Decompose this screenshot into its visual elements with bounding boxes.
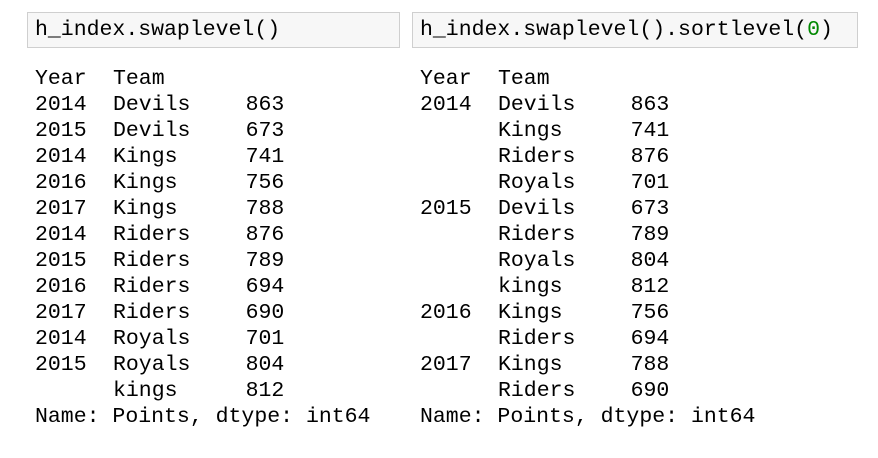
series-cell: 2017	[35, 301, 87, 325]
series-cell: Devils	[113, 93, 191, 117]
code-cell[interactable]: h_index.swaplevel().sortlevel(0)	[412, 12, 858, 48]
series-cell: 741	[630, 119, 670, 143]
series-cell: Kings	[498, 353, 563, 377]
output: Year Team 2014 Devils 863 2015 Devils 673 2014 Ki…	[35, 66, 475, 446]
series-cell: 756	[630, 301, 670, 325]
series-cell: 789	[630, 223, 670, 247]
series-cell: Kings	[113, 197, 178, 221]
series-cell: 2017	[35, 197, 87, 221]
series-cell: 788	[245, 197, 285, 221]
series-cell: Kings	[113, 145, 178, 169]
series-cell: 2015	[35, 353, 87, 377]
series-cell: 690	[245, 301, 285, 325]
series-cell: 2014	[35, 327, 87, 351]
series-cell: 2015	[420, 197, 472, 221]
series-cell: 804	[630, 249, 670, 273]
series-cell: 2014	[35, 93, 87, 117]
series-cell: Riders	[113, 301, 191, 325]
series-cell: Riders	[498, 327, 576, 351]
series-cell: Kings	[498, 119, 563, 143]
series-cell: Kings	[498, 301, 563, 325]
series-cell: Devils	[113, 119, 191, 143]
series-cell: Riders	[498, 379, 576, 403]
index-header: Team	[113, 67, 165, 91]
series-cell: 876	[630, 145, 670, 169]
series-cell: 701	[630, 171, 670, 195]
series-cell: Devils	[498, 197, 576, 221]
series-cell: 876	[245, 223, 285, 247]
series-cell: 804	[245, 353, 285, 377]
series-footer: Name: Points, dtype: int64	[35, 405, 371, 429]
series-cell: 2016	[35, 171, 87, 195]
series-cell: Riders	[113, 275, 191, 299]
series-cell: 2014	[35, 145, 87, 169]
code-token: )	[819, 18, 833, 42]
index-header: Year	[420, 67, 472, 91]
series-footer: Name: Points, dtype: int64	[420, 405, 756, 429]
code-token: 0	[807, 18, 820, 42]
series-cell: Riders	[113, 223, 191, 247]
series-cell: 863	[630, 93, 670, 117]
series-cell: 741	[245, 145, 285, 169]
series-cell: 812	[245, 379, 285, 403]
series-cell: Kings	[113, 171, 178, 195]
series-cell: 788	[630, 353, 670, 377]
series-cell: 694	[630, 327, 670, 351]
series-cell: Royals	[498, 249, 576, 273]
series-cell: 701	[245, 327, 285, 351]
output: Year Team 2014 Devils 863 Kings 741 Riders 876 Ro…	[420, 66, 860, 446]
series-cell: 694	[245, 275, 285, 299]
series-cell: 863	[245, 93, 285, 117]
series-cell: 812	[630, 275, 670, 299]
series-cell: kings	[113, 379, 178, 403]
series-cell: Royals	[113, 353, 191, 377]
series-cell: 2015	[35, 249, 87, 273]
series-cell: 2016	[35, 275, 87, 299]
series-cell: 789	[245, 249, 285, 273]
series-cell: 673	[630, 197, 670, 221]
code-cell[interactable]: h_index.swaplevel()	[27, 12, 400, 48]
series-cell: Royals	[498, 171, 576, 195]
series-cell: Royals	[113, 327, 191, 351]
series-cell: 690	[630, 379, 670, 403]
series-cell: Riders	[498, 145, 576, 169]
series-cell: kings	[498, 275, 563, 299]
series-cell: 2017	[420, 353, 472, 377]
series-cell: Devils	[498, 93, 576, 117]
series-cell: 673	[245, 119, 285, 143]
index-header: Team	[498, 67, 550, 91]
series-cell: 2016	[420, 301, 472, 325]
series-cell: 2015	[35, 119, 87, 143]
series-cell: Riders	[113, 249, 191, 273]
series-cell: 2014	[35, 223, 87, 247]
series-cell: Riders	[498, 223, 576, 247]
code-token: h_index.swaplevel()	[35, 18, 281, 42]
series-cell: 2014	[420, 93, 472, 117]
series-cell: 756	[245, 171, 285, 195]
index-header: Year	[35, 67, 87, 91]
code-token: h_index.swaplevel().sortlevel(	[420, 18, 808, 42]
